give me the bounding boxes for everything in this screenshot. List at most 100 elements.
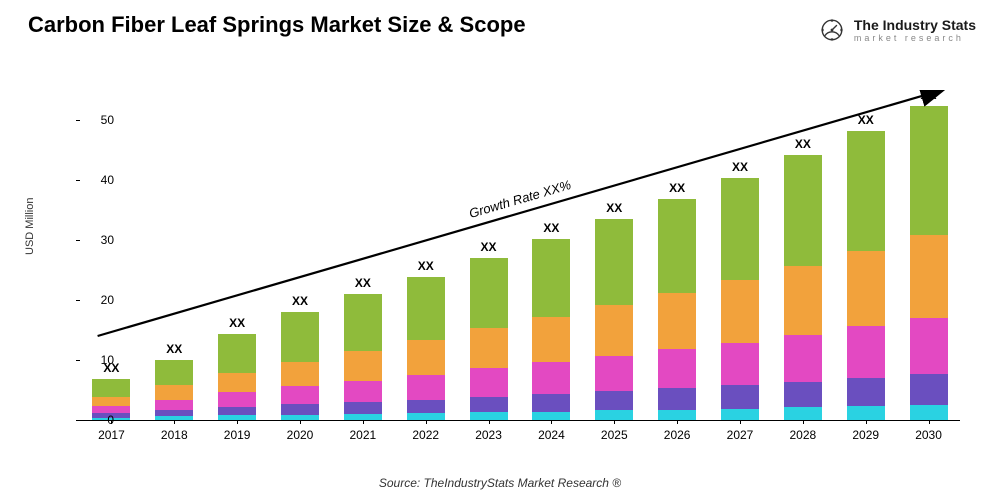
bar-value-label: XX bbox=[292, 294, 308, 308]
x-tick-label: 2022 bbox=[412, 428, 439, 442]
bar-segment bbox=[281, 404, 319, 415]
bar-segment bbox=[595, 219, 633, 305]
bar-segment bbox=[532, 362, 570, 394]
bar-value-label: XX bbox=[355, 276, 371, 290]
bar-segment bbox=[595, 391, 633, 410]
x-tick-mark bbox=[426, 420, 427, 424]
x-tick-label: 2028 bbox=[789, 428, 816, 442]
bar-segment bbox=[721, 409, 759, 420]
bar-segment bbox=[470, 258, 508, 328]
x-tick-label: 2027 bbox=[727, 428, 754, 442]
bar-segment bbox=[658, 410, 696, 420]
x-tick-mark bbox=[677, 420, 678, 424]
bar-segment bbox=[532, 412, 570, 420]
bar-segment bbox=[721, 385, 759, 408]
bar-segment bbox=[407, 277, 445, 340]
bar bbox=[344, 294, 382, 420]
bar-segment bbox=[910, 318, 948, 374]
bar-segment bbox=[784, 155, 822, 266]
bar bbox=[470, 258, 508, 420]
bar-segment bbox=[155, 360, 193, 385]
x-tick-label: 2018 bbox=[161, 428, 188, 442]
bar-segment bbox=[155, 385, 193, 399]
x-tick-label: 2030 bbox=[915, 428, 942, 442]
bar-segment bbox=[281, 312, 319, 362]
logo-main-text: The Industry Stats bbox=[854, 18, 976, 32]
bar-segment bbox=[155, 400, 193, 411]
bar-segment bbox=[218, 373, 256, 392]
bar bbox=[218, 334, 256, 420]
gear-gauge-icon bbox=[818, 16, 846, 44]
bar-segment bbox=[910, 235, 948, 318]
y-axis-label: USD Million bbox=[24, 198, 36, 255]
bar bbox=[847, 131, 885, 420]
x-tick-mark bbox=[740, 420, 741, 424]
y-tick-label: 40 bbox=[101, 173, 114, 187]
x-axis-line bbox=[80, 420, 960, 421]
bar-segment bbox=[658, 388, 696, 410]
logo-sub-text: market research bbox=[854, 34, 976, 43]
bar-segment bbox=[407, 340, 445, 375]
bar bbox=[721, 178, 759, 420]
bar-segment bbox=[658, 293, 696, 349]
bar-segment bbox=[910, 405, 948, 420]
y-tick-mark bbox=[76, 240, 80, 241]
bar-segment bbox=[847, 131, 885, 251]
x-tick-label: 2020 bbox=[287, 428, 314, 442]
bar bbox=[155, 360, 193, 420]
x-tick-mark bbox=[111, 420, 112, 424]
x-tick-mark bbox=[866, 420, 867, 424]
bar-segment bbox=[595, 305, 633, 356]
bar-value-label: XX bbox=[166, 342, 182, 356]
bar bbox=[784, 155, 822, 420]
bar-segment bbox=[218, 334, 256, 374]
y-tick-mark bbox=[76, 300, 80, 301]
bar-value-label: XX bbox=[921, 88, 937, 102]
bar-segment bbox=[847, 378, 885, 406]
y-tick-label: 30 bbox=[101, 233, 114, 247]
x-tick-mark bbox=[174, 420, 175, 424]
bar-value-label: XX bbox=[543, 221, 559, 235]
x-tick-label: 2023 bbox=[475, 428, 502, 442]
y-tick-mark bbox=[76, 180, 80, 181]
bar-segment bbox=[281, 386, 319, 404]
y-tick-mark bbox=[76, 420, 80, 421]
bar-segment bbox=[847, 251, 885, 327]
bar-segment bbox=[784, 382, 822, 408]
bar-segment bbox=[910, 374, 948, 405]
x-tick-label: 2019 bbox=[224, 428, 251, 442]
source-caption: Source: TheIndustryStats Market Research… bbox=[0, 476, 1000, 490]
bar-value-label: XX bbox=[418, 259, 434, 273]
bar-segment bbox=[721, 280, 759, 342]
chart-container: { "title": "Carbon Fiber Leaf Springs Ma… bbox=[0, 0, 1000, 500]
bar-segment bbox=[470, 368, 508, 396]
bar bbox=[910, 106, 948, 420]
y-tick-label: 50 bbox=[101, 113, 114, 127]
bar-segment bbox=[407, 413, 445, 420]
bar-segment bbox=[595, 410, 633, 420]
bar bbox=[595, 219, 633, 420]
y-tick-label: 20 bbox=[101, 293, 114, 307]
bar-segment bbox=[721, 343, 759, 386]
bar-segment bbox=[344, 294, 382, 351]
bar-segment bbox=[344, 402, 382, 414]
bar bbox=[407, 277, 445, 420]
bar-segment bbox=[218, 407, 256, 415]
bar-segment bbox=[344, 351, 382, 381]
bar bbox=[532, 239, 570, 420]
bar-value-label: XX bbox=[732, 160, 748, 174]
x-tick-label: 2025 bbox=[601, 428, 628, 442]
bar-segment bbox=[470, 397, 508, 413]
bar-segment bbox=[847, 406, 885, 420]
x-tick-mark bbox=[929, 420, 930, 424]
bar-segment bbox=[784, 407, 822, 420]
x-tick-mark bbox=[237, 420, 238, 424]
bar-segment bbox=[784, 335, 822, 382]
x-tick-mark bbox=[363, 420, 364, 424]
x-tick-mark bbox=[803, 420, 804, 424]
bar-segment bbox=[910, 106, 948, 235]
bar-value-label: XX bbox=[606, 201, 622, 215]
y-tick-label: 10 bbox=[101, 353, 114, 367]
bar-segment bbox=[658, 349, 696, 388]
chart-title: Carbon Fiber Leaf Springs Market Size & … bbox=[28, 12, 526, 38]
